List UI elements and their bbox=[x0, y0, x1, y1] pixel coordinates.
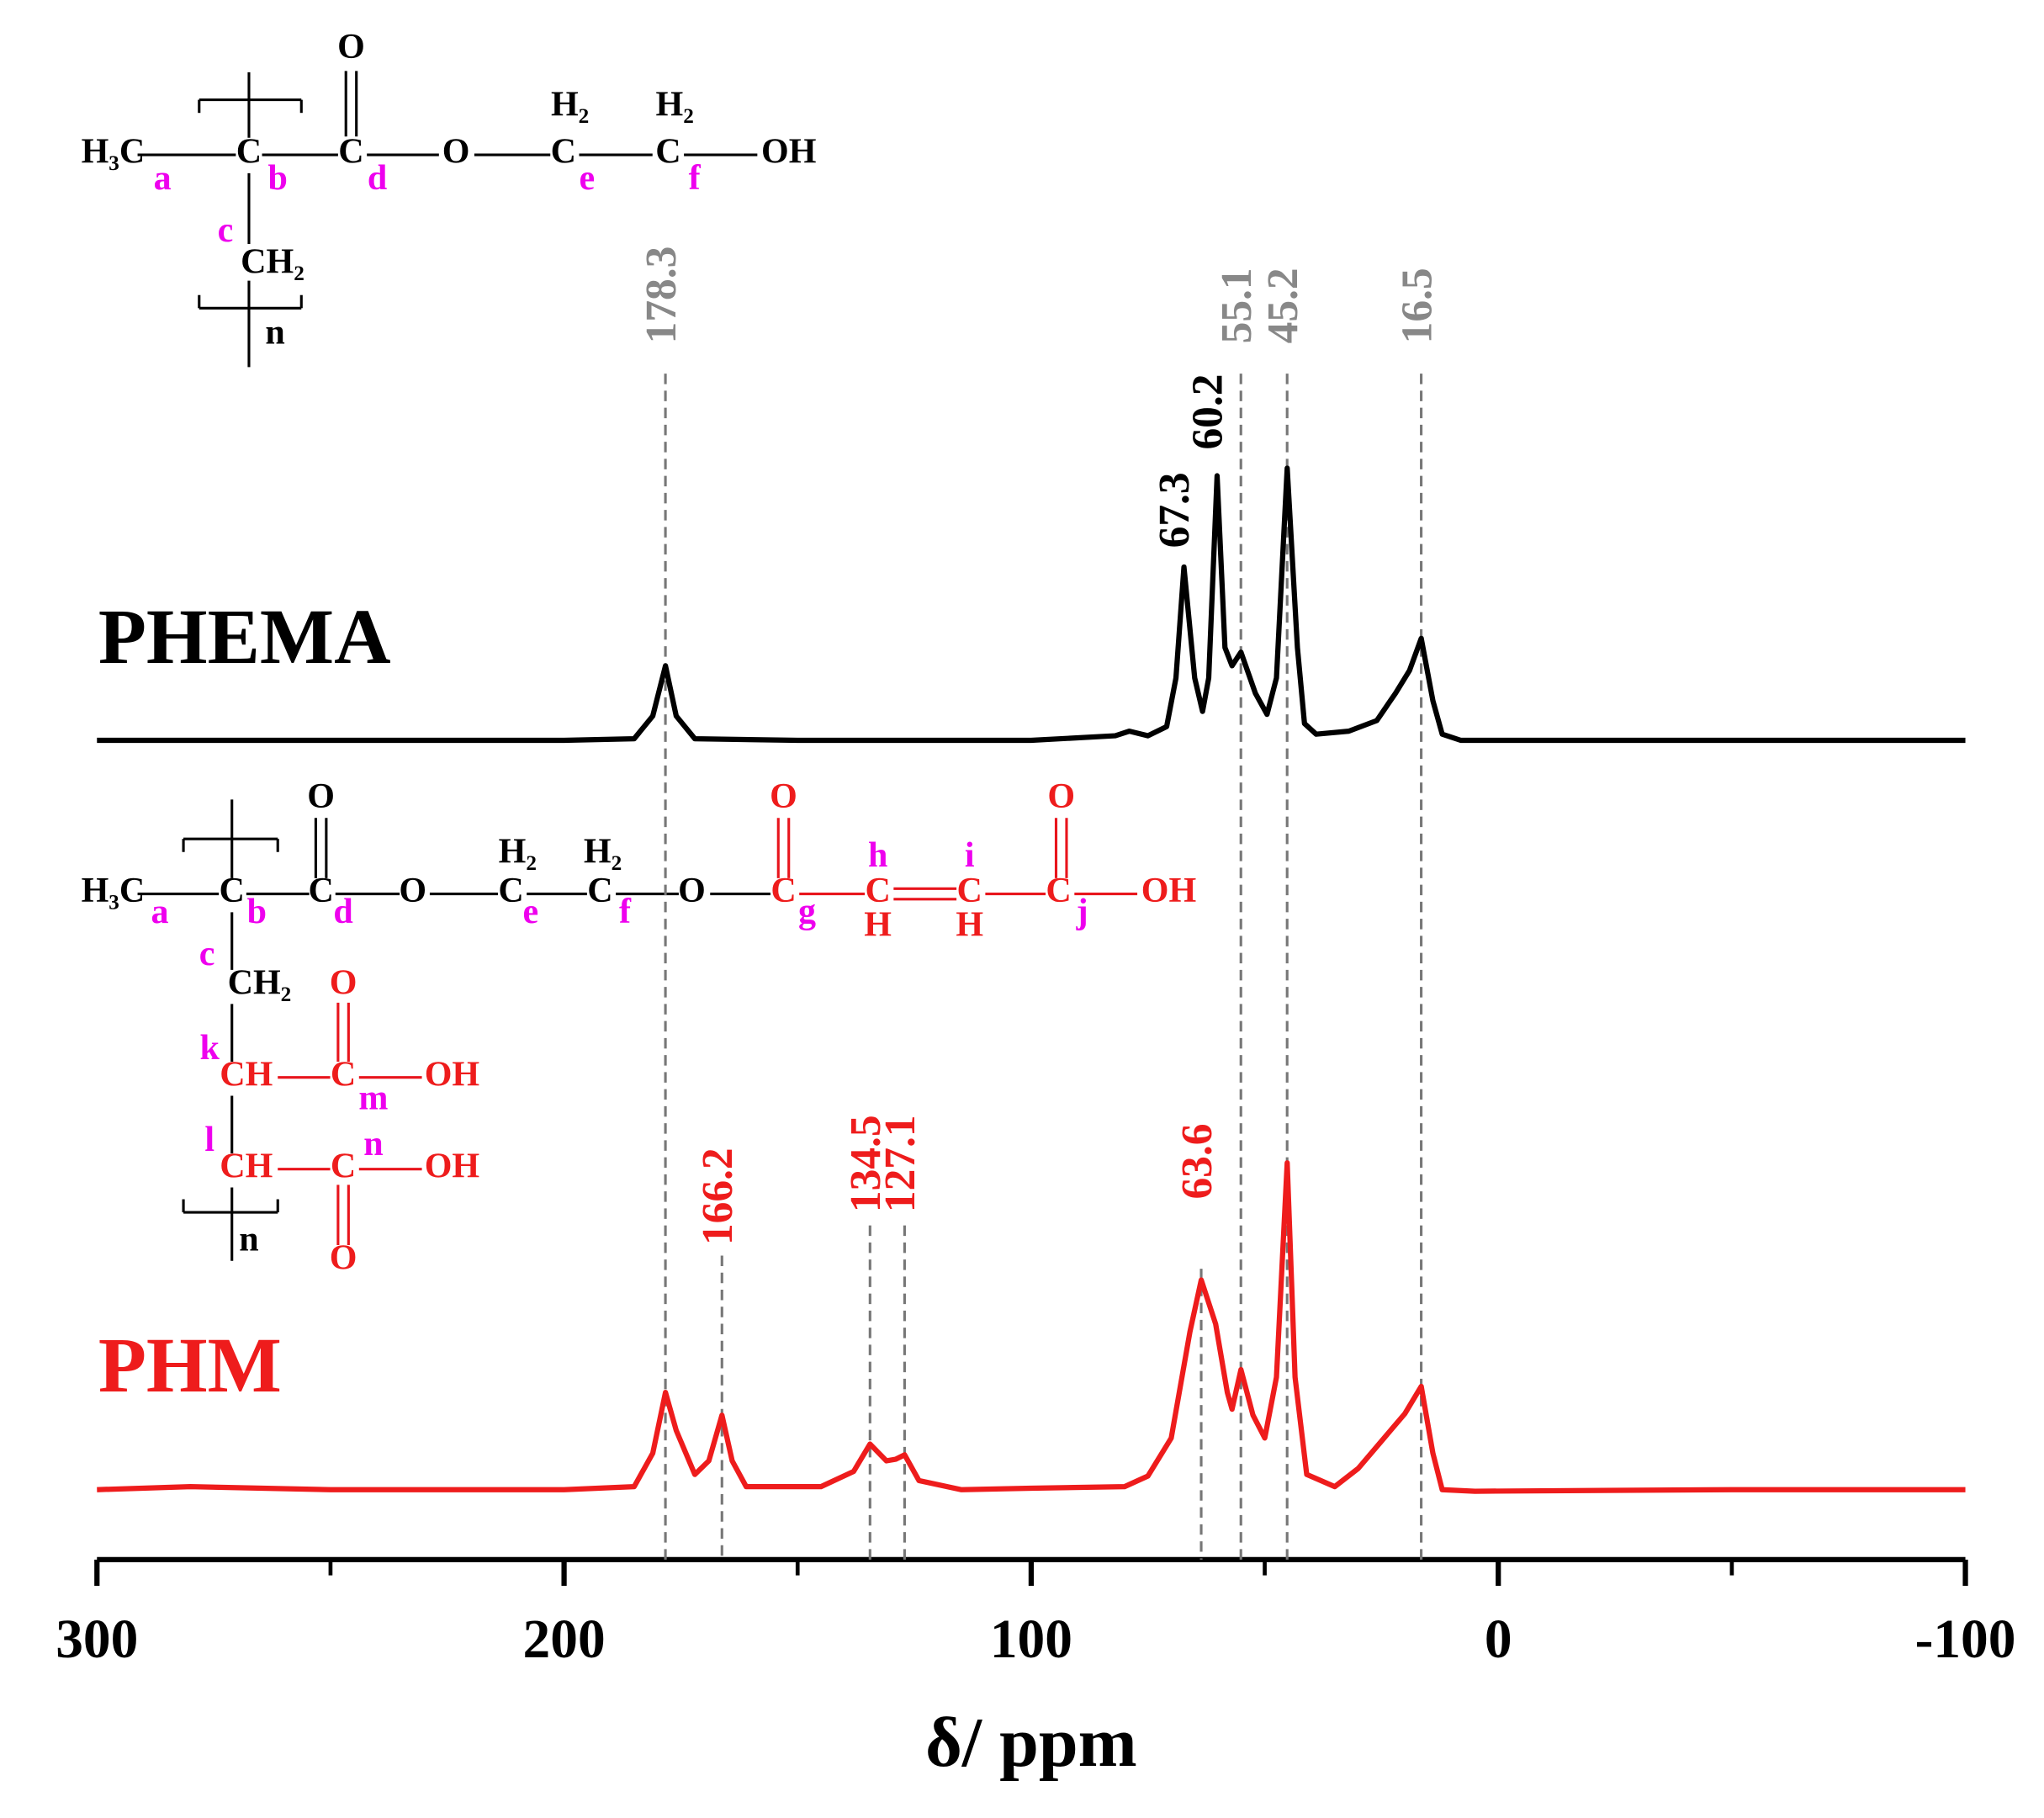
x-tick-label: 0 bbox=[1485, 1609, 1512, 1670]
atom-label: C bbox=[1046, 872, 1071, 910]
spectrum-line bbox=[97, 465, 1966, 744]
atom-label: H₂ bbox=[584, 833, 622, 872]
atom-label: CH₂ bbox=[228, 963, 292, 1002]
atom-label: H₂ bbox=[499, 833, 537, 872]
series-label: PHEMA bbox=[98, 594, 391, 681]
structure-bonds bbox=[137, 71, 1138, 1261]
peak-label: 67.3 bbox=[1151, 472, 1199, 548]
atom-label: O bbox=[330, 963, 357, 1002]
atom-label: O bbox=[442, 133, 470, 172]
atom-label: n bbox=[239, 1221, 258, 1259]
atom-label: O bbox=[399, 872, 426, 910]
atom-label: H₃C bbox=[82, 872, 146, 910]
atom-label: C bbox=[331, 1055, 356, 1094]
carbon-label: n bbox=[363, 1125, 383, 1163]
peak-label: 63.6 bbox=[1173, 1124, 1221, 1200]
atom-label: C bbox=[865, 872, 890, 910]
atom-label: C bbox=[308, 872, 333, 910]
atom-label: O bbox=[337, 28, 365, 66]
atom-label: C bbox=[655, 133, 680, 172]
carbon-label: c bbox=[218, 211, 234, 250]
carbon-label: c bbox=[199, 935, 215, 973]
carbon-label: l bbox=[204, 1121, 214, 1159]
peak-label: 60.2 bbox=[1184, 374, 1231, 450]
carbon-label: j bbox=[1076, 893, 1088, 931]
atom-label: H₃C bbox=[82, 133, 146, 172]
atom-label: H bbox=[864, 906, 892, 945]
atom-label: OH bbox=[761, 133, 816, 172]
atom-label: C bbox=[498, 872, 523, 910]
atom-label: CH bbox=[220, 1055, 273, 1094]
x-tick-label: 300 bbox=[56, 1609, 138, 1670]
atom-label: O bbox=[330, 1238, 357, 1277]
carbon-label: h bbox=[868, 836, 887, 875]
peak-label: 55.1 bbox=[1213, 268, 1261, 343]
atom-label: C bbox=[220, 872, 245, 910]
carbon-label: b bbox=[247, 893, 267, 931]
carbon-label: e bbox=[580, 159, 596, 198]
peak-label: 127.1 bbox=[876, 1115, 924, 1212]
atom-label: O bbox=[678, 872, 706, 910]
carbon-label: d bbox=[368, 159, 387, 198]
peak-label: 45.2 bbox=[1259, 268, 1307, 343]
x-tick-label: 100 bbox=[990, 1609, 1072, 1670]
atom-label: O bbox=[770, 777, 797, 816]
peak-label: 134.5 bbox=[842, 1115, 890, 1212]
peak-label: 16.5 bbox=[1393, 268, 1441, 343]
carbon-label: f bbox=[689, 159, 702, 198]
atom-label: C bbox=[957, 872, 982, 910]
carbon-label: d bbox=[333, 893, 352, 931]
carbon-label: a bbox=[154, 159, 172, 198]
atom-label: C bbox=[236, 133, 262, 172]
atom-label: OH bbox=[425, 1055, 479, 1094]
x-tick-label: 200 bbox=[523, 1609, 606, 1670]
carbon-label: k bbox=[200, 1029, 220, 1068]
atom-label: C bbox=[338, 133, 363, 172]
carbon-label: m bbox=[358, 1079, 388, 1117]
atom-label: O bbox=[307, 777, 335, 816]
atom-label: OH bbox=[425, 1147, 479, 1185]
carbon-label: b bbox=[268, 159, 288, 198]
atom-label: C bbox=[587, 872, 612, 910]
atom-label: C bbox=[331, 1147, 356, 1185]
atom-label: OH bbox=[1141, 872, 1196, 910]
carbon-label: a bbox=[151, 893, 169, 931]
atom-label: H₂ bbox=[551, 86, 589, 125]
x-tick-label: -100 bbox=[1915, 1609, 2016, 1670]
atom-label: O bbox=[1047, 777, 1075, 816]
atom-label: C bbox=[551, 133, 576, 172]
peak-label: 166.2 bbox=[694, 1148, 742, 1245]
atom-label: CH₂ bbox=[241, 243, 304, 282]
peak-label: 178.3 bbox=[638, 246, 686, 344]
atom-label: C bbox=[770, 872, 796, 910]
carbon-label: g bbox=[798, 893, 816, 931]
carbon-label: e bbox=[523, 893, 539, 931]
series-label: PHM bbox=[98, 1322, 282, 1409]
x-axis-label: δ/ ppm bbox=[925, 1704, 1137, 1782]
atom-label: n bbox=[265, 314, 284, 352]
spectrum-line bbox=[97, 1160, 1966, 1494]
carbon-label: f bbox=[619, 893, 632, 931]
atom-label: H bbox=[956, 906, 983, 945]
atom-label: H₂ bbox=[656, 86, 694, 125]
carbon-label: i bbox=[965, 836, 975, 875]
atom-label: CH bbox=[220, 1147, 273, 1185]
